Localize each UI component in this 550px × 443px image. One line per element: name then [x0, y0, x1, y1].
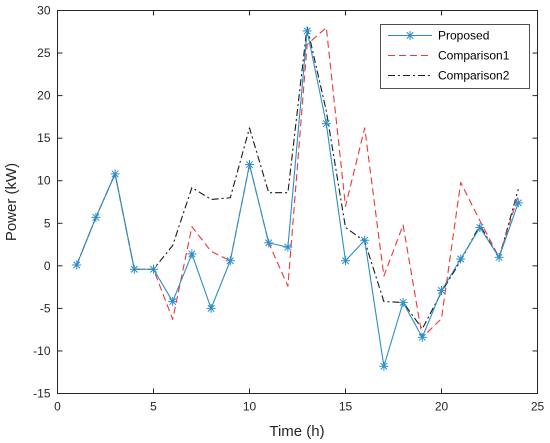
data-point: [72, 260, 82, 270]
y-tick-label: 30: [37, 4, 51, 18]
legend-entry: Proposed: [388, 29, 489, 43]
data-point: [110, 169, 120, 179]
y-tick-label: 20: [37, 89, 51, 103]
y-tick-label: -5: [40, 301, 51, 315]
y-tick-label: 0: [44, 259, 51, 273]
legend: Proposed Comparison1 Comparison2: [380, 24, 530, 89]
data-point: [206, 303, 216, 313]
legend-entry: Comparison1: [388, 49, 510, 63]
data-point: [379, 361, 389, 371]
x-tick-label: 5: [150, 400, 157, 414]
x-tick-label: 0: [54, 400, 61, 414]
x-axis-label: Time (h): [269, 423, 324, 440]
x-tick-label: 25: [531, 400, 545, 414]
ticks-layer: 0 5 10 15 20 25 -15 -10 -5 0 5 10 15 20 25 30: [33, 4, 544, 414]
data-point: [405, 31, 415, 40]
data-point: [283, 242, 293, 252]
y-tick-label: -10: [33, 344, 51, 358]
data-point: [187, 249, 197, 259]
y-tick-label: -15: [33, 387, 51, 401]
data-point: [398, 297, 408, 307]
data-point: [475, 223, 485, 233]
y-tick-label: 5: [44, 216, 51, 230]
data-point: [129, 264, 139, 274]
series-layer: [72, 26, 523, 371]
data-point: [513, 198, 523, 208]
data-point: [264, 238, 274, 248]
data-point: [494, 252, 504, 262]
data-point: [149, 264, 158, 274]
legend-label: Comparison1: [438, 49, 510, 63]
data-point: [417, 332, 427, 342]
data-point: [437, 286, 446, 296]
data-point: [341, 256, 350, 266]
data-point: [321, 119, 331, 129]
data-point: [168, 297, 178, 307]
legend-label: Proposed: [438, 29, 489, 43]
legend-label: Comparison2: [438, 69, 510, 83]
y-tick-label: 25: [37, 46, 51, 60]
data-point: [302, 26, 312, 36]
x-tick-label: 20: [435, 400, 449, 414]
legend-entry: Comparison2: [388, 69, 510, 83]
data-point: [91, 212, 101, 222]
data-point: [456, 254, 466, 264]
x-tick-label: 10: [243, 400, 257, 414]
y-tick-label: 15: [37, 131, 51, 145]
y-axis-label: Power (kW): [3, 163, 20, 241]
x-tick-label: 15: [339, 400, 353, 414]
data-point: [360, 235, 370, 245]
y-tick-label: 10: [37, 174, 51, 188]
data-point: [225, 256, 235, 266]
series-proposed: [72, 26, 523, 371]
data-point: [245, 160, 254, 170]
